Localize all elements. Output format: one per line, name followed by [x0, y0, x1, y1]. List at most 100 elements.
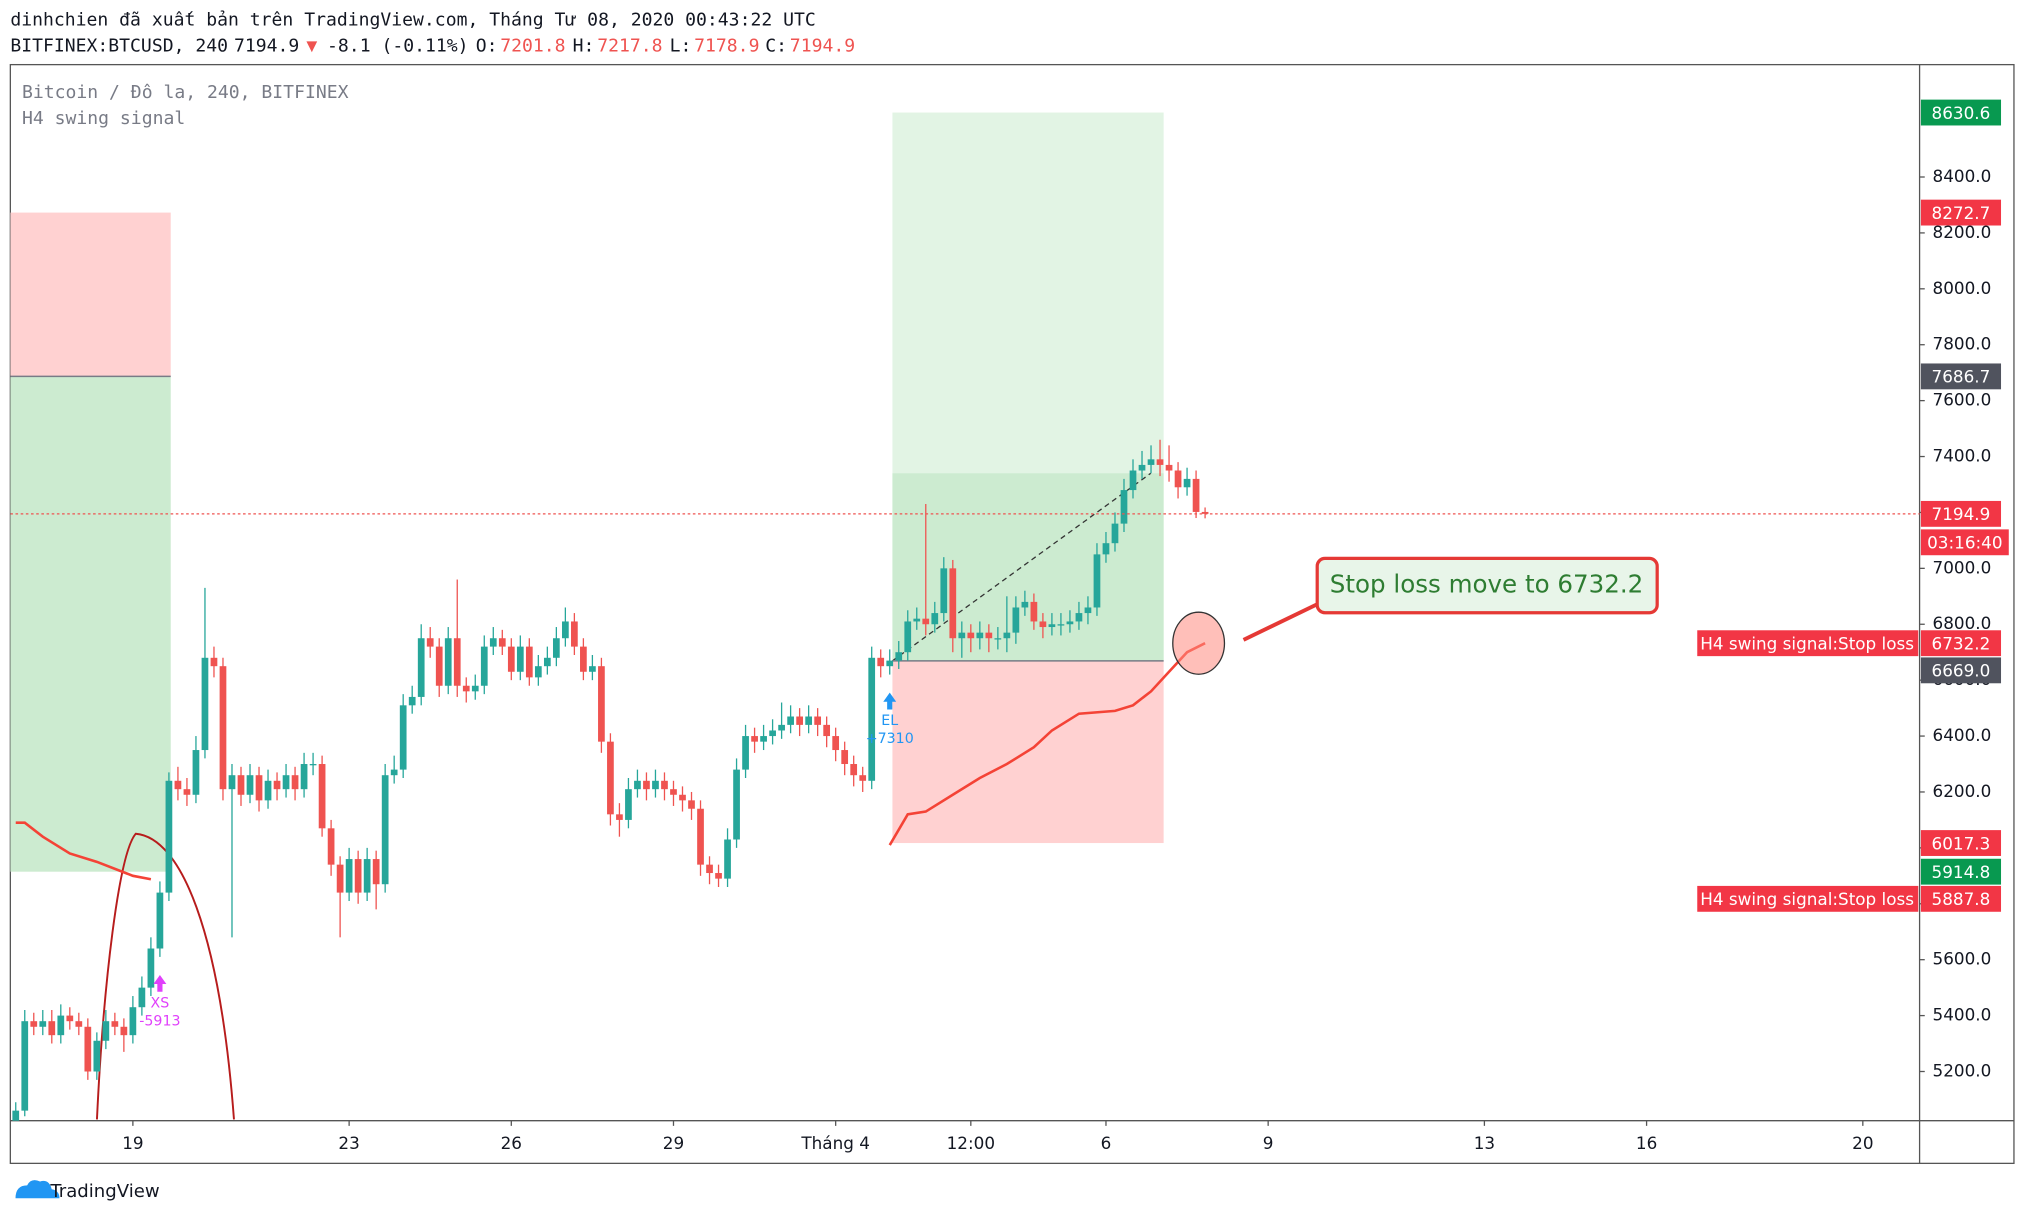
last-price: 7194.9	[234, 36, 299, 57]
high-label: H:	[573, 36, 595, 57]
candle-body	[634, 780, 641, 790]
candle-body	[616, 814, 623, 820]
low-label: L:	[670, 36, 692, 57]
x-tick-label: 29	[663, 1133, 684, 1153]
candle-body	[138, 987, 146, 1008]
candle-body	[1183, 478, 1191, 488]
candle-body	[931, 613, 939, 625]
candle-body	[895, 652, 903, 661]
y-tick-label: 5600.0	[1933, 949, 1992, 969]
candle-body	[868, 657, 876, 781]
candle-body	[345, 859, 353, 893]
open-label: O:	[476, 36, 498, 57]
y-tick-label: 7400.0	[1933, 446, 1992, 466]
highlight-circle	[1172, 611, 1226, 675]
candle-body	[1066, 621, 1074, 625]
candle-body	[571, 621, 578, 647]
price-tag	[1920, 885, 2002, 912]
candle-body	[607, 741, 614, 815]
candle-body	[1048, 624, 1056, 628]
close-value: 7194.9	[790, 36, 855, 57]
candle-body	[111, 1021, 119, 1027]
symbol: BITFINEX:BTCUSD, 240	[10, 36, 228, 57]
candle-body	[1174, 470, 1182, 488]
candle-body	[12, 1110, 20, 1121]
candle-body	[1075, 613, 1083, 622]
candle-body	[354, 859, 362, 893]
candle-body	[372, 859, 380, 885]
candle-body	[381, 775, 389, 885]
countdown-tag	[1920, 529, 2009, 556]
signal-price: +7310	[866, 731, 914, 747]
candle-body	[165, 780, 173, 893]
y-tick-label: 7000.0	[1933, 557, 1992, 577]
candle-body	[1138, 464, 1146, 471]
candle-body	[93, 1040, 101, 1072]
price-tag-label: 6017.3	[1932, 833, 1991, 853]
candle-body	[1147, 459, 1155, 465]
signal-price: -5913	[139, 1014, 180, 1030]
signal-tag-label: H4 swing signal:Stop loss	[1700, 889, 1914, 909]
y-tick-label: 7800.0	[1933, 334, 1992, 354]
candle-body	[282, 775, 290, 790]
candle-body	[1003, 632, 1011, 639]
candle-body	[147, 948, 155, 988]
x-tick-label: 16	[1636, 1133, 1657, 1153]
annotation-text: Stop loss move to 6732.2	[1330, 570, 1644, 599]
candle-body	[1012, 607, 1020, 633]
candle-body	[859, 775, 867, 781]
candle-body	[1165, 464, 1173, 471]
reached-zone	[892, 473, 1164, 661]
candle-body	[201, 657, 209, 751]
candle-body	[1120, 490, 1128, 524]
candle-body	[462, 685, 470, 692]
candle-body	[1057, 624, 1065, 626]
candle-body	[120, 1026, 128, 1036]
price-tag	[1920, 630, 2002, 657]
candle-body	[814, 716, 822, 725]
candle-body	[787, 716, 794, 725]
candle-body	[886, 660, 894, 667]
candle-body	[832, 736, 840, 751]
price-tag-label: 8272.7	[1932, 203, 1991, 223]
y-tick-label: 6800.0	[1933, 613, 1992, 633]
candle-body	[625, 789, 632, 820]
candle-body	[192, 750, 200, 795]
price-tag-label: 6732.2	[1932, 633, 1991, 653]
candle-body	[760, 736, 767, 742]
candle-body	[805, 716, 812, 725]
price-tag-label: 5914.8	[1932, 862, 1991, 882]
candle-body	[670, 789, 677, 795]
candle-body	[327, 828, 335, 865]
candle-body	[336, 864, 344, 893]
x-tick-label: 23	[338, 1133, 359, 1153]
candle-body	[426, 638, 434, 647]
price-tag	[1920, 363, 2002, 390]
candle-body	[543, 657, 551, 667]
candle-body	[796, 716, 803, 725]
candle-body	[48, 1021, 56, 1036]
x-tick-label: 19	[122, 1133, 143, 1153]
candle-body	[697, 808, 704, 865]
price-tag-label: 7194.9	[1932, 504, 1991, 524]
signal-tag	[1697, 885, 1919, 912]
candle-body	[724, 839, 731, 879]
candle-body	[228, 775, 236, 790]
candle-body	[444, 638, 452, 686]
candle-body	[1084, 607, 1092, 614]
y-tick-label: 8200.0	[1933, 222, 1992, 242]
candle-body	[598, 666, 605, 742]
countdown-label: 03:16:40	[1927, 533, 2002, 553]
signal-arrow	[153, 974, 167, 992]
candle-body	[129, 1007, 137, 1036]
candle-body	[751, 736, 758, 742]
price-tag	[1920, 500, 2002, 527]
candle-body	[273, 780, 281, 790]
x-tick-label: 6	[1101, 1133, 1112, 1153]
candle-body	[976, 632, 984, 639]
candle-body	[399, 705, 407, 770]
y-tick-label: 6200.0	[1933, 781, 1992, 801]
change: -8.1 (-0.11%)	[327, 36, 469, 57]
candle-body	[580, 646, 587, 672]
